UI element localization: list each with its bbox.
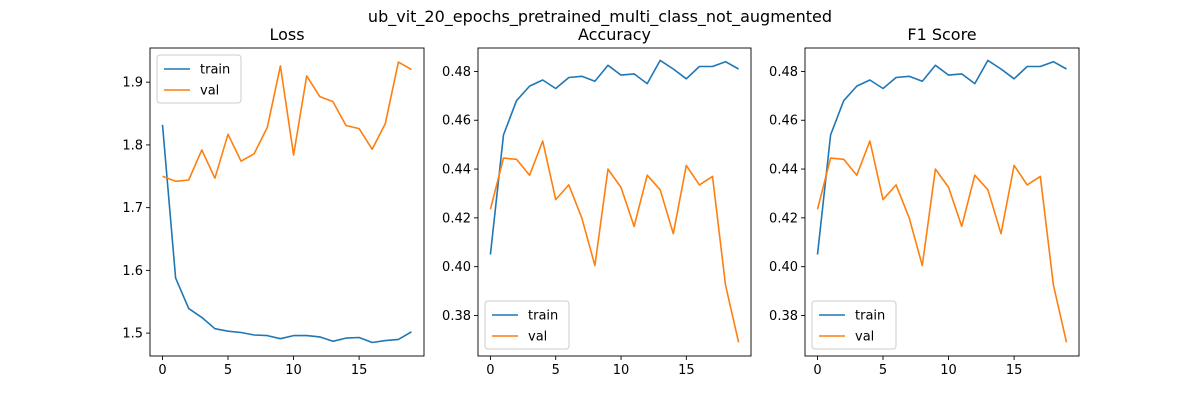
y-tick-label: 1.9 [122,76,143,91]
x-tick-label: 5 [552,363,560,378]
legend-label-train: train [528,309,558,324]
y-tick-label: 0.38 [442,309,471,324]
legend: train val [484,300,570,350]
legend-label-val: val [200,84,219,99]
x-tick-label: 0 [158,363,166,378]
series-line-val [816,140,1068,343]
axes-frame [477,47,752,357]
x-tick-label: 5 [224,363,232,378]
y-tick-label: 0.46 [769,114,798,129]
legend: train val [811,300,897,350]
y-tick-label: 1.5 [122,327,143,342]
x-tick-label: 15 [1006,363,1023,378]
series-line-val [162,61,412,183]
subplot-2: Accuracy 0 5 10 15 0.38 0.40 0.42 0.44 0.46 0.48 tr… [442,25,752,378]
series-line-val [489,140,740,343]
series-line-train [161,124,412,344]
y-tick-label: 0.42 [442,211,471,226]
subplot-title: Loss [269,25,304,44]
axes-frame [804,47,1080,357]
y-tick-label: 0.48 [442,65,471,80]
subplot-title: F1 Score [907,25,976,44]
y-tick-label: 0.44 [769,163,798,178]
legend-label-train: train [200,63,230,78]
x-tick-label: 0 [813,363,821,378]
subplot-title: Accuracy [578,25,651,44]
subplot-1: Loss 0 5 10 15 1.5 1.6 1.7 1.8 1.9 train val [122,25,425,378]
y-tick-label: 0.46 [442,114,471,129]
series-line-train [816,59,1067,255]
legend-box [811,300,897,350]
y-tick-label: 0.40 [442,260,471,275]
x-tick-label: 0 [486,363,494,378]
y-tick-label: 0.42 [769,211,798,226]
x-tick-label: 15 [351,363,368,378]
legend-box [484,300,570,350]
x-tick-label: 10 [940,363,957,378]
y-tick-label: 1.6 [122,264,143,279]
x-tick-label: 15 [678,363,695,378]
x-tick-label: 5 [879,363,887,378]
legend-label-val: val [855,330,874,345]
axes-frame [149,47,425,357]
legend-label-train: train [855,309,885,324]
x-tick-label: 10 [613,363,630,378]
legend: train val [156,54,242,104]
y-tick-label: 0.44 [442,163,471,178]
series-line-train [489,59,739,255]
subplot-3: F1 Score 0 5 10 15 0.38 0.40 0.42 0.44 0.46 0.48 tr… [769,25,1080,378]
y-tick-label: 0.48 [769,65,798,80]
figure-suptitle: ub_vit_20_epochs_pretrained_multi_class_… [368,7,832,27]
legend-box [156,54,242,104]
x-tick-label: 10 [285,363,302,378]
y-tick-label: 0.40 [769,260,798,275]
legend-label-val: val [528,330,547,345]
y-tick-label: 1.7 [122,201,143,216]
y-tick-label: 0.38 [769,309,798,324]
y-tick-label: 1.8 [122,138,143,153]
